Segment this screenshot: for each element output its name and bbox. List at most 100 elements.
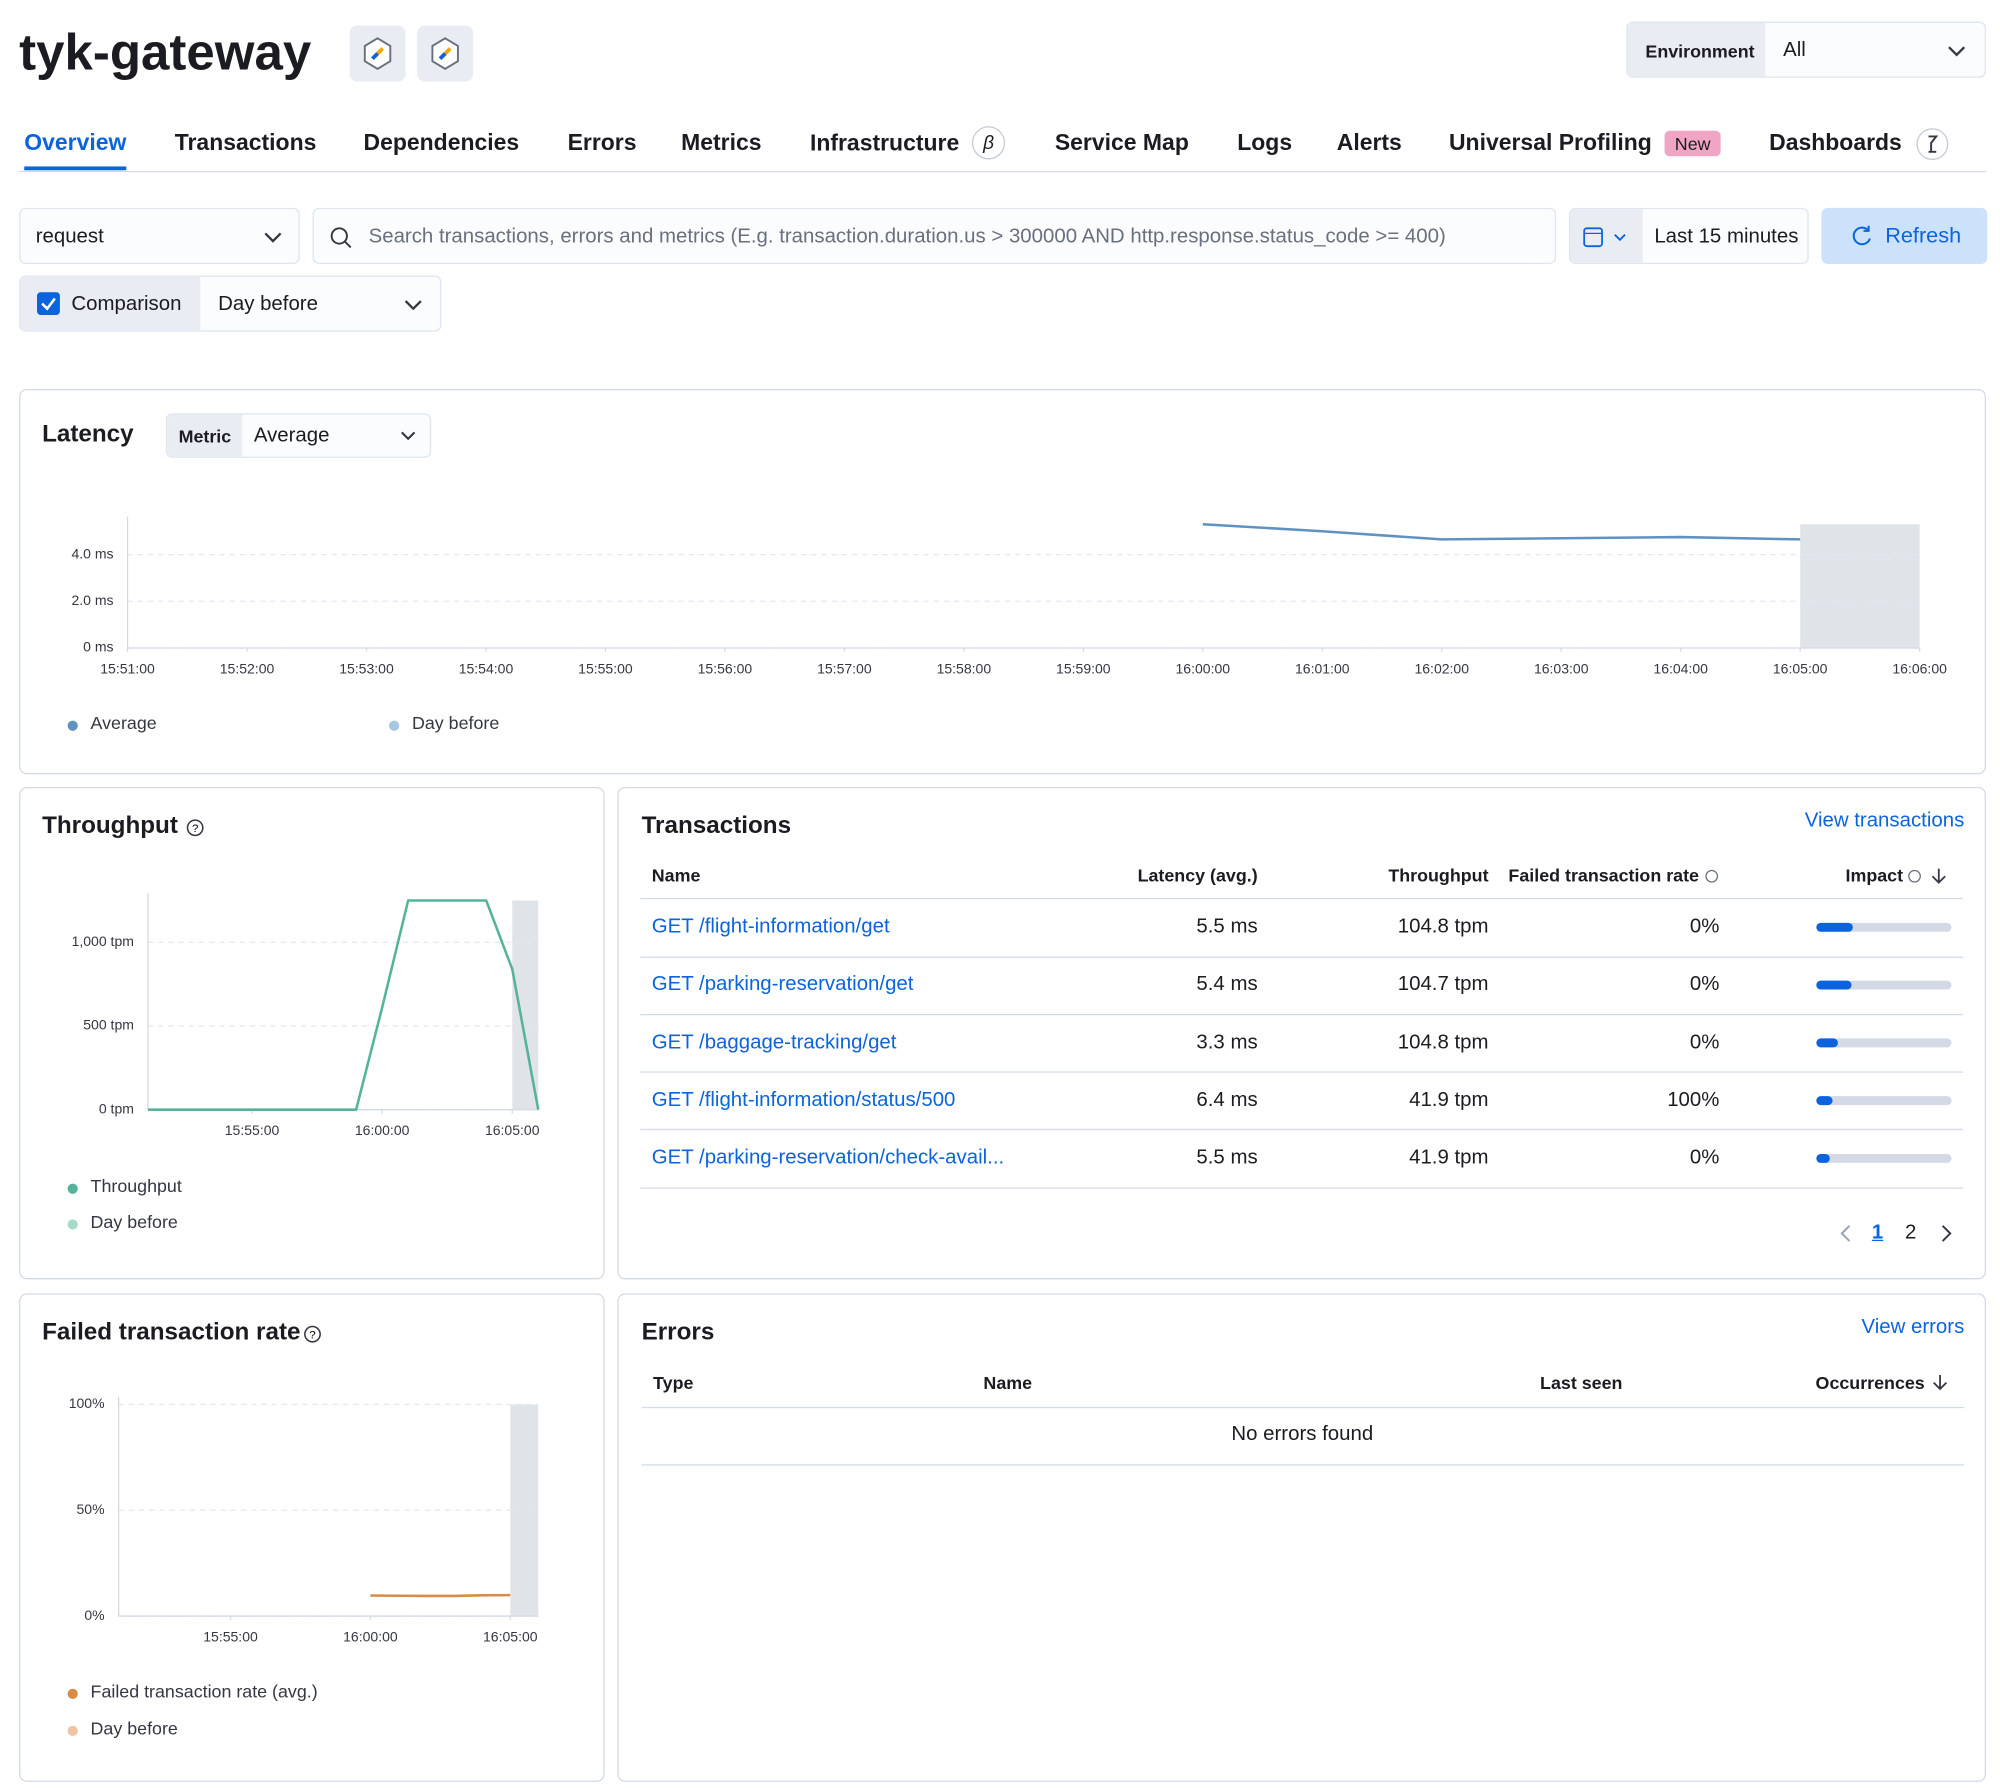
tab-label: Metrics: [681, 129, 762, 155]
chevron-down: [264, 232, 282, 243]
x-tick-label: 16:03:00: [1534, 660, 1589, 676]
column-header[interactable]: Failed transaction rate: [1508, 864, 1699, 886]
comparison-label: Comparison: [71, 293, 182, 316]
chart-title: Failed transaction rate: [42, 1318, 300, 1345]
column-header[interactable]: Name: [651, 864, 701, 886]
x-tick-label: 16:05:00: [485, 1122, 540, 1138]
y-tick-label: 0 tpm: [99, 1100, 134, 1116]
tab[interactable]: Dependencies: [364, 129, 520, 156]
x-tick-label: 16:00:00: [1176, 660, 1231, 676]
y-tick-label: 50%: [77, 1501, 105, 1517]
panel-title: Errors: [641, 1318, 715, 1346]
sort-arrow: [1931, 868, 1946, 884]
legend-marker: [67, 1183, 78, 1194]
cell: 0%: [1689, 973, 1720, 996]
cell: 0%: [1689, 1146, 1720, 1169]
tab[interactable]: Errors: [568, 129, 637, 156]
table-divider: [641, 1406, 1965, 1409]
tab[interactable]: Logs: [1237, 129, 1292, 156]
impact-bar: [1816, 980, 1852, 990]
legend-label: Day before: [91, 1718, 178, 1738]
tab-label: Errors: [567, 129, 637, 155]
x-tick-label: 16:01:00: [1295, 660, 1350, 676]
tab[interactable]: Universal Profiling New: [1449, 129, 1721, 156]
column-header[interactable]: Latency (avg.): [1137, 864, 1258, 886]
transaction-link[interactable]: GET /flight-information/status/500: [651, 1089, 956, 1111]
cell: 5.5 ms: [1196, 1146, 1258, 1169]
comparison-value[interactable]: Day before: [218, 293, 318, 316]
refresh-button[interactable]: Refresh: [1821, 207, 1988, 265]
cell: 104.7 tpm: [1397, 973, 1489, 996]
transaction-link[interactable]: GET /parking-reservation/check-avail...: [651, 1146, 1005, 1169]
column-header[interactable]: Throughput: [1388, 864, 1489, 886]
column-header[interactable]: Last seen: [1540, 1372, 1623, 1393]
refresh-label: Refresh: [1885, 223, 1962, 248]
incomplete-bucket-shade: [1800, 524, 1920, 648]
errors-panel: Errors View errors Type Name Last seen O…: [617, 1293, 1986, 1782]
incomplete-bucket-shade: [512, 900, 539, 1110]
tab[interactable]: Dashboards: [1769, 129, 1902, 156]
tab-label: Dependencies: [363, 129, 520, 155]
tab-label: Alerts: [1336, 129, 1402, 155]
cell: 0%: [1689, 915, 1720, 938]
comparison-control: Comparison Day before: [19, 275, 442, 332]
x-tick-label: 16:00:00: [343, 1628, 398, 1644]
y-tick-label: 4.0 ms: [71, 545, 113, 561]
tab[interactable]: Metrics: [681, 129, 761, 156]
row-divider: [640, 955, 1964, 958]
transaction-link[interactable]: GET /parking-reservation/get: [651, 973, 914, 996]
refresh-icon: [1852, 225, 1871, 246]
environment-select[interactable]: Environment All: [1626, 21, 1986, 78]
environment-label: Environment: [1645, 40, 1755, 62]
panel-title: Transactions: [641, 812, 792, 840]
x-tick-label: 15:55:00: [578, 660, 633, 676]
tab[interactable]: Overview: [24, 115, 127, 171]
quick-menu-button[interactable]: [1570, 209, 1643, 263]
legend-marker: [67, 1219, 78, 1230]
help-icon[interactable]: ?: [186, 819, 204, 837]
legend-label: Failed transaction rate (avg.): [91, 1681, 318, 1701]
y-tick-label: 100%: [69, 1395, 105, 1411]
tab[interactable]: Alerts: [1337, 129, 1402, 156]
page-number[interactable]: 2: [1905, 1221, 1917, 1244]
transaction-type-value: request: [35, 225, 104, 248]
view-transactions-link[interactable]: View transactions: [1804, 809, 1965, 832]
date-picker[interactable]: Last 15 minutes: [1568, 207, 1809, 265]
page-number[interactable]: 1: [1871, 1221, 1884, 1244]
x-tick-label: 15:52:00: [220, 660, 275, 676]
agent-icon: [363, 37, 392, 70]
tab[interactable]: Infrastructure β: [810, 126, 1006, 160]
impact-track: [1816, 1153, 1952, 1163]
y-tick-label: 2.0 ms: [71, 592, 113, 608]
impact-track: [1816, 1096, 1952, 1106]
transaction-link[interactable]: GET /baggage-tracking/get: [651, 1031, 897, 1054]
tab[interactable]: Service Map: [1055, 129, 1189, 156]
column-header[interactable]: Name: [983, 1372, 1033, 1393]
column-header[interactable]: Impact: [1845, 864, 1904, 886]
icon-button[interactable]: [417, 25, 474, 82]
search-placeholder: Search transactions, errors and metrics …: [368, 225, 1446, 248]
column-header[interactable]: Type: [653, 1372, 694, 1393]
x-tick-label: 15:55:00: [225, 1122, 280, 1138]
row-divider: [640, 1071, 1964, 1073]
cell: 100%: [1667, 1089, 1720, 1111]
help-icon[interactable]: ?: [304, 1325, 321, 1343]
tab[interactable]: Transactions: [175, 129, 317, 156]
transaction-link[interactable]: GET /flight-information/get: [651, 915, 890, 938]
search-input[interactable]: Search transactions, errors and metrics …: [312, 207, 1557, 265]
incomplete-bucket-shade: [510, 1404, 539, 1617]
series-line: [147, 899, 540, 1111]
legend-label: Day before: [91, 1212, 178, 1232]
checkbox[interactable]: [36, 292, 60, 316]
beta-icon: [1916, 128, 1949, 161]
column-header[interactable]: Occurrences: [1815, 1372, 1925, 1393]
view-errors-link[interactable]: View errors: [1861, 1316, 1965, 1339]
metric-select[interactable]: Metric Average: [165, 413, 432, 458]
icon-button[interactable]: [349, 25, 406, 82]
transaction-type-select[interactable]: request: [19, 207, 300, 265]
tab-label: Overview: [24, 129, 127, 171]
table-divider: [641, 1464, 1965, 1466]
legend-marker: [67, 1725, 78, 1736]
tab-badge: New: [1664, 130, 1721, 156]
